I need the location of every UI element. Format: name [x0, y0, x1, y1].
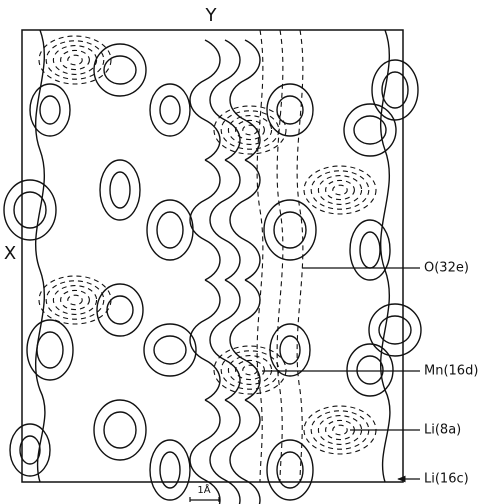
contour: [269, 323, 311, 377]
contour: [332, 424, 348, 436]
contour: [380, 29, 391, 483]
contour: [36, 331, 64, 369]
contour: [159, 451, 181, 489]
contour: [229, 279, 261, 401]
contour: [276, 95, 304, 125]
contour: [235, 119, 265, 141]
contour: [67, 294, 83, 306]
site-label: Li(16c): [424, 472, 469, 487]
scale-bar-label: 1Å: [197, 483, 210, 496]
site-label: Mn(16d): [424, 364, 478, 379]
contour: [229, 159, 261, 281]
contour: [153, 335, 187, 365]
contour: [303, 165, 377, 215]
contour: [103, 55, 137, 85]
contour: [99, 159, 141, 221]
contour: [149, 83, 191, 137]
contour: [256, 29, 264, 483]
contour: [273, 211, 307, 249]
contour: [93, 43, 147, 97]
contour: [189, 399, 221, 504]
contour: [189, 39, 221, 161]
contour: [209, 39, 241, 161]
contour: [332, 184, 348, 196]
contour: [13, 191, 47, 229]
contour: [317, 175, 363, 205]
contour: [310, 170, 370, 210]
contour-map: [3, 29, 422, 504]
contour: [368, 303, 422, 357]
contour: [26, 319, 74, 381]
contour: [35, 29, 46, 483]
contour: [227, 355, 273, 385]
contour: [343, 103, 397, 157]
contour: [159, 95, 181, 125]
contour: [220, 350, 280, 390]
scale-bar: [189, 497, 220, 502]
contour: [353, 115, 387, 145]
contour: [220, 110, 280, 150]
contour: [45, 280, 105, 320]
contour: [235, 359, 265, 381]
contour: [19, 435, 41, 465]
y-axis-label: Y: [205, 5, 218, 26]
contour: [189, 279, 221, 401]
contour: [209, 159, 241, 281]
contour: [227, 115, 273, 145]
contour: [349, 219, 391, 281]
contour: [106, 295, 134, 325]
contour: [45, 40, 105, 80]
contour: [38, 275, 112, 325]
contour: [266, 439, 314, 501]
map-frame: [21, 29, 404, 483]
contour: [189, 159, 221, 281]
contour: [38, 35, 112, 85]
contour: [209, 279, 241, 401]
contour: [29, 83, 71, 137]
contour: [52, 285, 98, 315]
contour: [146, 199, 194, 261]
site-label: Li(8a): [424, 423, 461, 438]
contour: [229, 39, 261, 161]
contour: [96, 283, 144, 337]
contour: [143, 323, 197, 377]
contour: [60, 49, 90, 71]
contour: [3, 179, 57, 241]
contour: [381, 71, 409, 109]
contour: [263, 199, 317, 261]
contour: [229, 399, 261, 504]
contour: [213, 105, 287, 155]
contour: [103, 411, 137, 449]
contour: [9, 423, 51, 477]
contour: [276, 29, 284, 483]
contour: [279, 335, 301, 365]
contour: [67, 54, 83, 66]
contour: [371, 59, 419, 121]
site-label: O(32e): [424, 261, 469, 276]
contour: [209, 399, 241, 504]
contour: [325, 179, 355, 201]
contour: [378, 315, 412, 345]
contour: [276, 451, 304, 489]
contour: [156, 211, 184, 249]
contour: [109, 171, 131, 209]
contour: [39, 95, 61, 125]
contour: [356, 355, 384, 385]
contour: [149, 439, 191, 501]
x-axis-label: X: [4, 243, 16, 264]
contour: [60, 289, 90, 311]
contour: [93, 399, 147, 461]
contour: [359, 231, 381, 269]
contour: [296, 29, 304, 483]
contour: [266, 83, 314, 137]
contour: [213, 345, 287, 395]
contour: [346, 343, 394, 397]
